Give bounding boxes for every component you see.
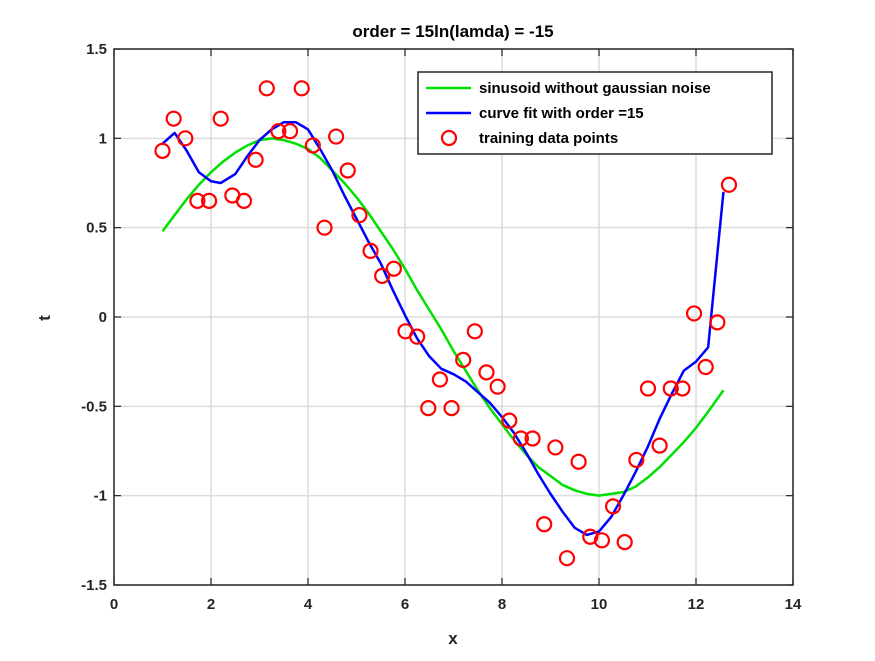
legend-entry-label: curve fit with order =15 bbox=[479, 105, 644, 122]
data-point bbox=[709, 314, 726, 331]
data-point bbox=[616, 534, 633, 551]
x-tick-label: 2 bbox=[207, 596, 215, 613]
y-tick-label: -1 bbox=[94, 488, 107, 505]
data-point bbox=[512, 430, 530, 447]
axis-ticks: 0 2 4 6 8 10 12 14 -1.5 -1 -0.5 0 0.5 1 1.5 bbox=[81, 41, 802, 613]
data-point bbox=[258, 80, 275, 97]
data-point bbox=[409, 328, 426, 345]
y-tick-label: -0.5 bbox=[81, 398, 107, 415]
data-point bbox=[593, 532, 611, 549]
y-tick-label: 0.5 bbox=[86, 220, 107, 237]
data-point bbox=[304, 137, 321, 154]
x-tick-label: 0 bbox=[110, 596, 118, 613]
data-point bbox=[455, 351, 472, 368]
data-point bbox=[351, 207, 368, 224]
data-point bbox=[466, 323, 483, 340]
chart-title: order = 15ln(lamda) = -15 bbox=[352, 22, 553, 41]
data-point bbox=[720, 176, 738, 193]
data-point bbox=[639, 380, 657, 397]
data-point bbox=[628, 451, 645, 469]
data-point bbox=[339, 162, 356, 179]
data-point bbox=[270, 123, 287, 140]
data-point bbox=[478, 364, 495, 381]
data-point bbox=[431, 371, 449, 388]
data-point bbox=[189, 192, 206, 209]
data-point bbox=[154, 142, 171, 159]
data-point bbox=[501, 412, 518, 429]
legend-marker-swatch bbox=[440, 129, 458, 147]
legend-entry-label: sinusoid without gaussian noise bbox=[479, 80, 711, 97]
y-tick-label: 1 bbox=[99, 130, 107, 147]
data-point bbox=[547, 439, 564, 456]
data-point bbox=[235, 192, 253, 209]
x-axis-label: x bbox=[448, 629, 458, 648]
data-point bbox=[293, 80, 310, 97]
x-tick-label: 6 bbox=[401, 596, 409, 613]
y-axis-label: t bbox=[35, 315, 54, 321]
data-point bbox=[374, 267, 391, 285]
data-point bbox=[362, 242, 379, 259]
data-point bbox=[212, 110, 229, 127]
x-tick-label: 12 bbox=[688, 596, 705, 613]
legend-box bbox=[417, 71, 773, 155]
data-point bbox=[247, 151, 264, 168]
y-tick-label: -1.5 bbox=[81, 577, 107, 594]
data-point bbox=[420, 400, 437, 417]
data-point bbox=[674, 380, 691, 397]
data-point bbox=[177, 130, 194, 147]
data-point bbox=[200, 192, 218, 209]
data-point bbox=[604, 498, 622, 515]
x-tick-label: 8 bbox=[498, 596, 506, 613]
data-point bbox=[570, 453, 587, 470]
data-point bbox=[524, 430, 541, 447]
y-tick-label: 0 bbox=[99, 309, 107, 326]
x-tick-label: 4 bbox=[304, 596, 313, 613]
data-point bbox=[536, 516, 553, 533]
y-tick-label: 1.5 bbox=[86, 41, 107, 58]
x-tick-label: 10 bbox=[591, 596, 608, 613]
data-point bbox=[685, 305, 703, 322]
data-point bbox=[582, 528, 599, 545]
series-line-curve-fit-with-order-15 bbox=[161, 121, 725, 537]
plot-area bbox=[154, 80, 738, 567]
data-point bbox=[281, 123, 299, 140]
data-point bbox=[697, 358, 714, 376]
legend: sinusoid without gaussian noise curve fit… bbox=[417, 71, 773, 155]
data-point bbox=[651, 437, 668, 454]
data-point bbox=[385, 260, 402, 277]
data-point bbox=[328, 128, 345, 145]
data-point bbox=[165, 110, 182, 127]
x-tick-label: 14 bbox=[785, 596, 802, 613]
legend-entry-label: training data points bbox=[479, 130, 618, 147]
data-point bbox=[443, 400, 460, 417]
data-point bbox=[558, 550, 576, 567]
data-point bbox=[662, 380, 679, 397]
data-point bbox=[316, 219, 333, 236]
data-point bbox=[489, 378, 506, 395]
